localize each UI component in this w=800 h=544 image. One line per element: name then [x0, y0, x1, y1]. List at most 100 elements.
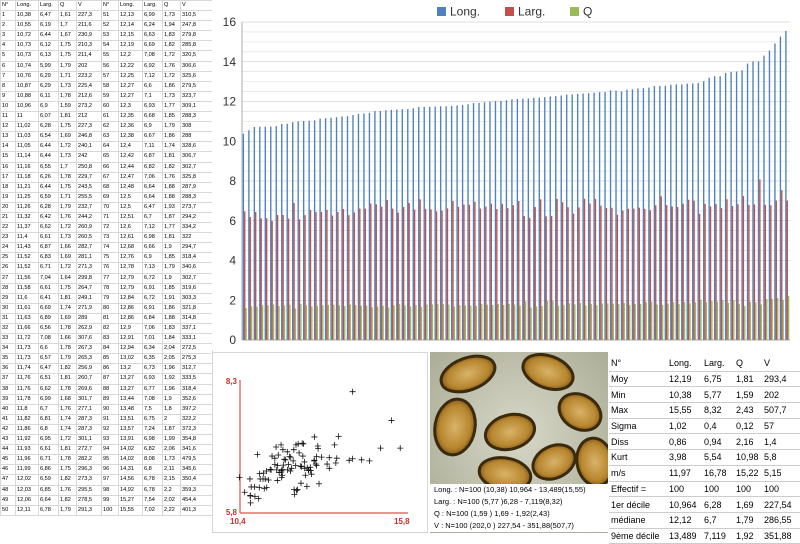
table-cell: 13,48: [118, 403, 143, 415]
bar: [748, 205, 750, 340]
bar: [775, 200, 777, 340]
table-header-row: N° Long. Larg. Q V N° Long. Larg. Q V: [0, 0, 213, 12]
table-row: 3 10,72 6,44 1,67 230,9 53 12,15 6,63 1,83 279,8: [0, 30, 213, 42]
bar: [629, 304, 631, 340]
table-row: 46 11,99 6,86 1,75 296,3 96 14,31 6,8 2,11 345,6: [0, 464, 213, 476]
table-cell: 294,7: [180, 242, 213, 254]
table-cell: 11,18: [15, 171, 39, 183]
table-cell: 275,3: [180, 353, 213, 365]
table-cell: 11,52: [15, 262, 39, 274]
legend-swatch: [437, 7, 446, 16]
table-cell: 7: [0, 70, 16, 82]
bar: [612, 303, 614, 340]
bar: [474, 201, 476, 340]
bar: [431, 304, 434, 340]
table-cell: 6: [0, 60, 16, 72]
scatter-point: [332, 459, 339, 466]
table-cell: 43: [0, 434, 16, 446]
table-cell: 314,8: [180, 312, 213, 325]
table-cell: 1,75: [58, 121, 77, 133]
bar: [686, 83, 688, 341]
table-cell: 319,6: [180, 282, 213, 294]
bar: [724, 72, 727, 340]
stats-cell: médiane: [609, 512, 667, 529]
bar: [507, 208, 509, 340]
bar: [275, 126, 277, 341]
bar: [627, 208, 630, 340]
series-0: [242, 30, 787, 341]
stats-cell: 15,55: [667, 402, 702, 419]
table-cell: 212,6: [76, 90, 102, 102]
stats-cell: 57: [762, 418, 800, 435]
bar: [516, 98, 519, 340]
table-cell: 230,9: [76, 30, 102, 42]
table-cell: 333,1: [180, 333, 213, 345]
table-row: 36 11,74 6,47 1,82 256,9 86 13,2 6,73 1,96 312,7: [0, 363, 213, 375]
bar: [264, 126, 266, 341]
bar: [320, 212, 323, 340]
table-cell: 6,51: [38, 373, 59, 385]
table-cell: 1,73: [162, 90, 181, 102]
table-cell: 68: [101, 181, 119, 193]
table-cell: 354,8: [180, 434, 213, 446]
table-cell: 1,86: [162, 302, 181, 314]
y-tick-label: 16: [223, 15, 237, 29]
table-cell: 359,3: [180, 484, 213, 496]
table-cell: 88: [101, 383, 119, 395]
table-cell: 240,1: [76, 141, 102, 153]
table-cell: 62: [101, 121, 119, 133]
table-cell: 1,73: [162, 10, 181, 22]
bar: [387, 307, 390, 340]
bar: [324, 118, 327, 340]
stats-cell: Effectif =: [609, 481, 667, 498]
table-cell: 6,73: [142, 363, 163, 375]
stats-cell: 2,43: [734, 402, 762, 419]
table-cell: 1,96: [162, 383, 181, 395]
table-cell: 6,35: [142, 353, 163, 365]
table-cell: 6,42: [38, 211, 59, 224]
bar: [450, 105, 453, 340]
scatter-point: [273, 466, 280, 473]
table-cell: 372,3: [180, 423, 213, 436]
stats-cell: 100: [667, 481, 702, 498]
table-cell: 12,13: [118, 10, 143, 22]
table-cell: 76: [101, 262, 119, 274]
table-cell: 1,77: [162, 222, 181, 234]
table-cell: 12,5: [118, 201, 143, 213]
table-cell: 6,85: [38, 484, 59, 496]
bar: [757, 61, 760, 340]
table-cell: 1,69: [58, 131, 77, 143]
table-cell: 12,19: [118, 40, 143, 52]
table-cell: 10,38: [15, 10, 39, 22]
table-cell: 1,85: [162, 282, 181, 294]
table-cell: 287,3: [76, 423, 102, 436]
table-cell: 5: [0, 50, 16, 62]
spore: [439, 354, 497, 394]
table-cell: 1,72: [162, 50, 181, 62]
table-cell: 54: [101, 40, 119, 52]
table-cell: 288,3: [180, 191, 213, 203]
scatter-point: [284, 466, 291, 473]
bar: [550, 215, 553, 340]
bar: [661, 305, 664, 340]
table-cell: 42: [0, 423, 16, 436]
table-cell: 210,3: [76, 40, 102, 52]
bar: [486, 304, 488, 340]
stats-cell: 351,88: [762, 528, 800, 544]
table-cell: 1,75: [58, 181, 77, 193]
table-row: 38 11,76 6,62 1,78 269,6 88 13,27 6,77 1,96 318,4: [0, 383, 213, 395]
table-cell: 1,79: [58, 353, 77, 365]
stats-cell: 10,98: [734, 449, 762, 466]
table-cell: 6,71: [38, 454, 59, 466]
table-cell: 63: [101, 131, 119, 143]
spore: [433, 397, 477, 457]
bar: [737, 204, 739, 340]
table-cell: 6,26: [38, 171, 59, 183]
table-cell: 269,6: [76, 383, 102, 395]
table-row: 24 11,43 6,87 1,66 282,7 74 12,68 6,66 1,9 294,7: [0, 242, 213, 254]
bar: [376, 306, 379, 340]
table-cell: 1,83: [162, 322, 181, 335]
table-cell: 12,02: [15, 474, 39, 486]
table-cell: 309,1: [180, 100, 213, 113]
scatter-point: [287, 467, 294, 474]
